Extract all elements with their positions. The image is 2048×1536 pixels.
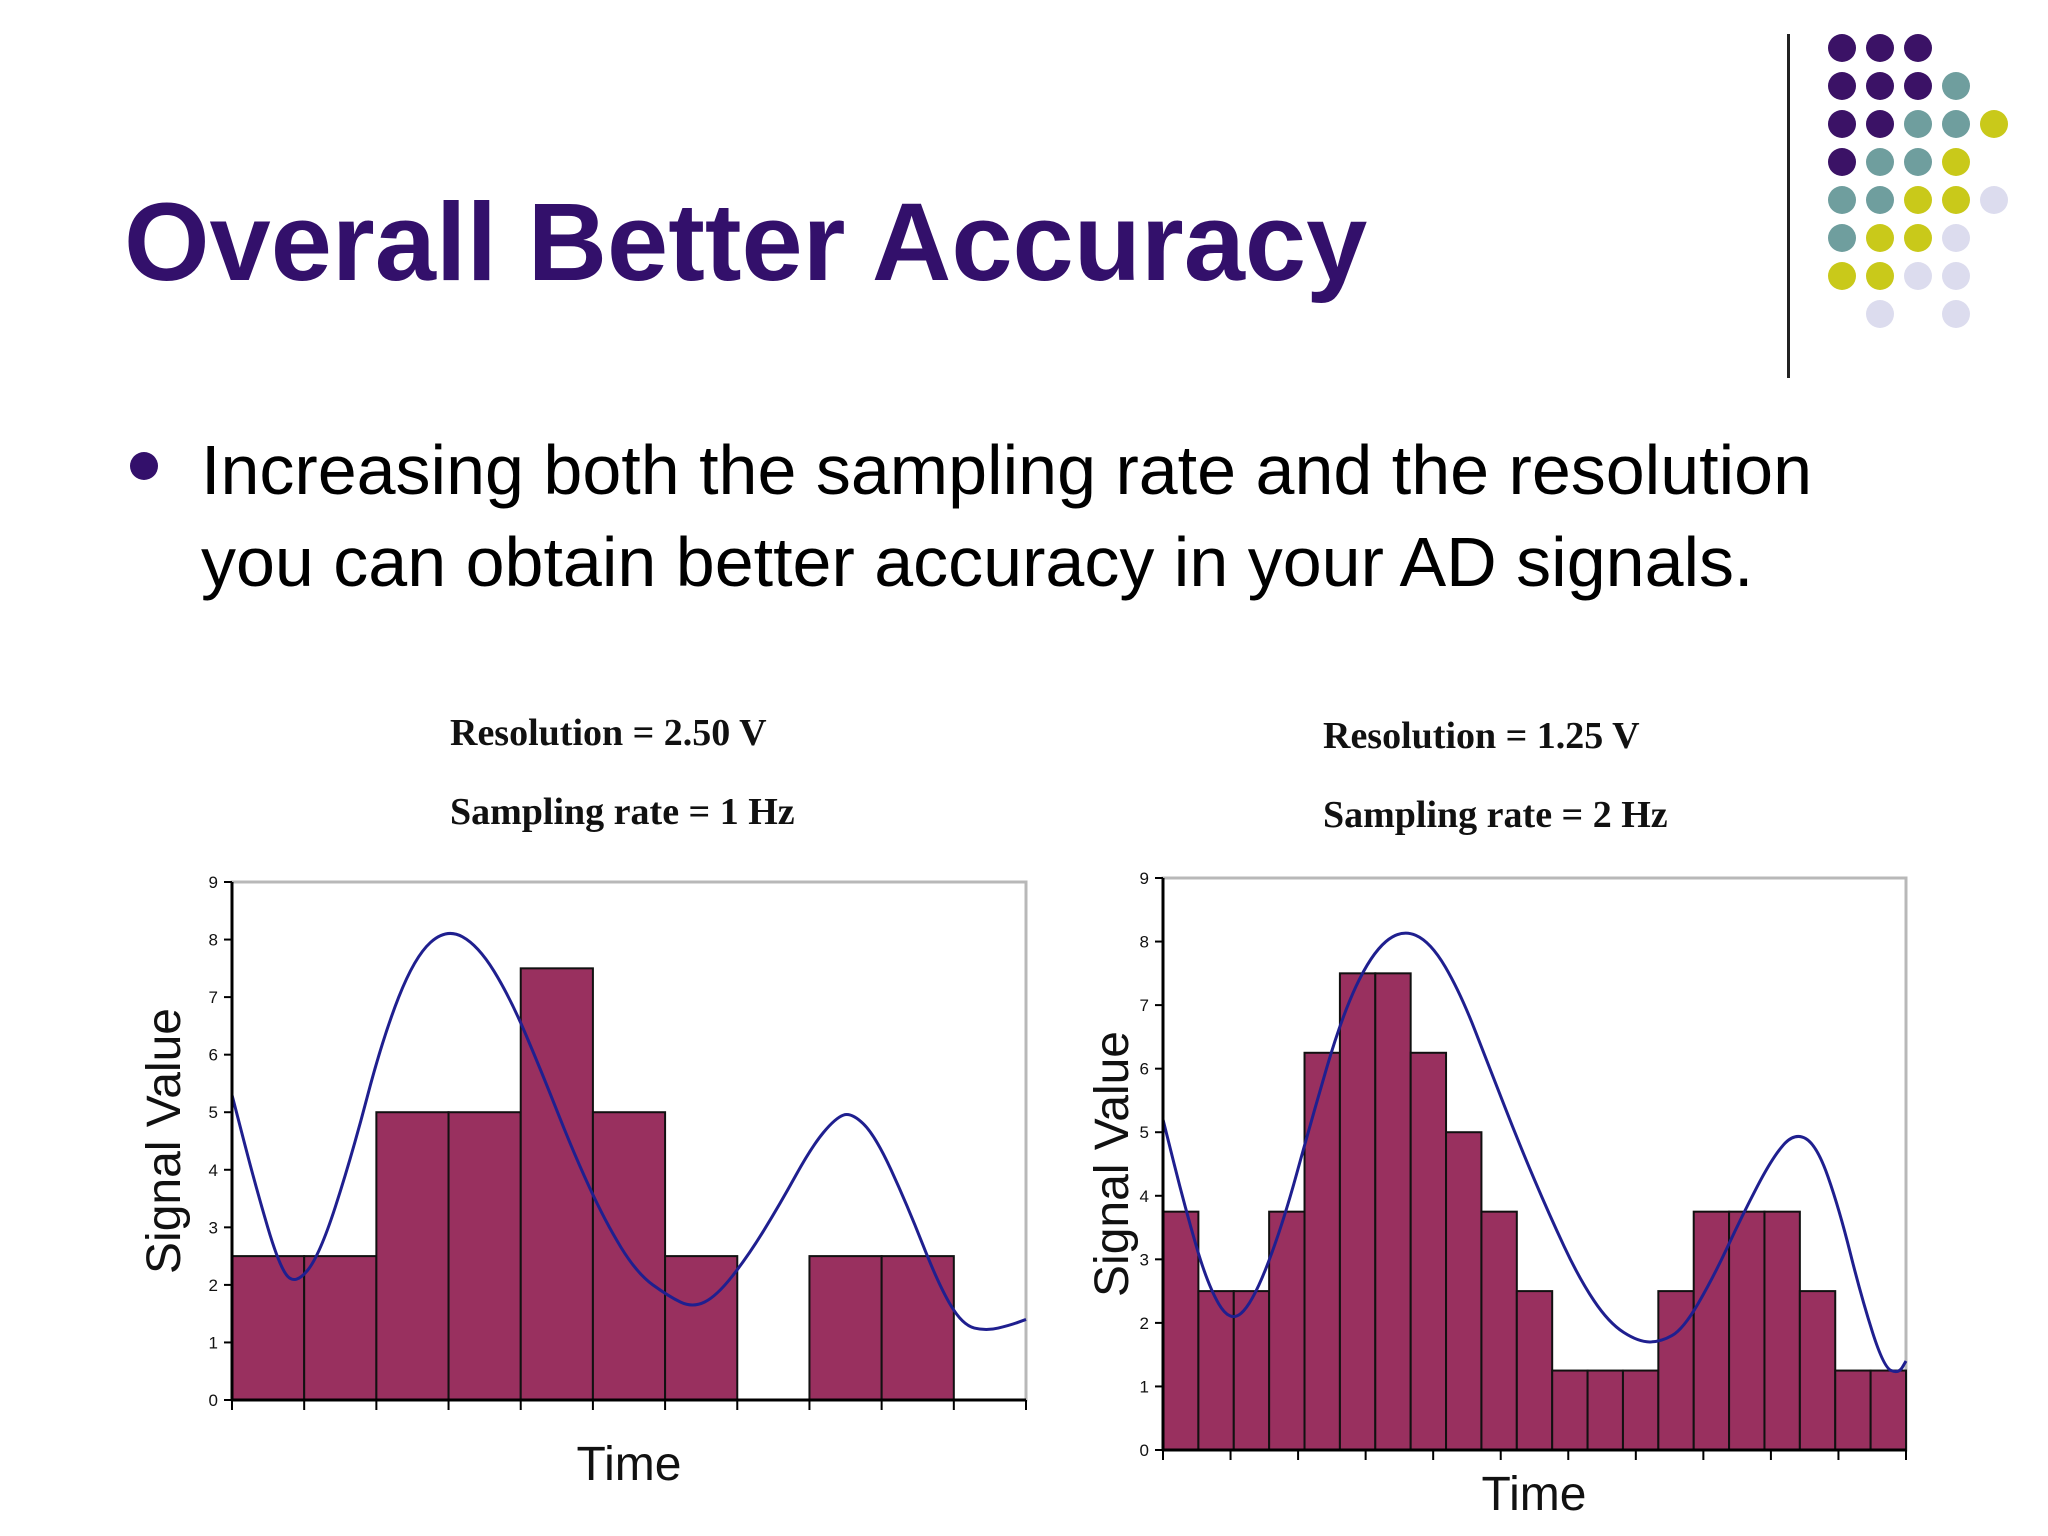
bar — [1303, 1051, 1341, 1452]
decorative-dot — [1942, 300, 1970, 328]
y-tick-label: 4 — [209, 1161, 218, 1180]
y-tick-label: 4 — [1140, 1187, 1149, 1206]
decorative-dot — [1866, 262, 1894, 290]
decorative-dot — [1866, 110, 1894, 138]
decorative-dot — [1942, 72, 1970, 100]
bar — [1480, 1210, 1518, 1451]
y-tick-label: 5 — [209, 1103, 218, 1122]
bar — [1338, 972, 1377, 1451]
bar — [1798, 1290, 1837, 1451]
y-tick-label: 5 — [1140, 1123, 1149, 1142]
bar — [1869, 1369, 1907, 1451]
x-axis-label: Time — [577, 1438, 682, 1491]
decorative-dot — [1828, 186, 1856, 214]
slide-title: Overall Better Accuracy — [124, 181, 1368, 304]
bar — [664, 1255, 739, 1401]
decorative-dot — [1828, 34, 1856, 62]
bar — [808, 1255, 883, 1401]
y-tick-label: 8 — [209, 931, 218, 950]
decorative-dot — [1904, 224, 1932, 252]
y-tick-label: 1 — [1140, 1377, 1149, 1396]
y-tick-label: 8 — [1140, 933, 1149, 952]
bar — [1374, 972, 1412, 1451]
bar — [1162, 1210, 1200, 1451]
bar — [1551, 1369, 1589, 1451]
bar — [231, 1255, 306, 1401]
decorative-dot — [1828, 72, 1856, 100]
bullet-text-line-2: you can obtain better accuracy in your A… — [201, 523, 1754, 601]
decorative-dot — [1980, 186, 2008, 214]
decorative-dot — [1904, 110, 1932, 138]
decorative-dot — [1904, 262, 1932, 290]
decorative-divider — [1787, 34, 1790, 378]
bar — [1728, 1210, 1766, 1451]
chart-caption-sampling-rate: Sampling rate = 2 Hz — [1323, 794, 1668, 836]
bar — [303, 1255, 378, 1401]
y-tick-label: 7 — [1140, 996, 1149, 1015]
y-tick-label: 6 — [1140, 1060, 1149, 1079]
signal-curve — [1161, 931, 1908, 1374]
y-tick-label: 2 — [1140, 1314, 1149, 1333]
bar — [1232, 1290, 1271, 1451]
bar — [1445, 1131, 1483, 1451]
decorative-dot — [1866, 72, 1894, 100]
decorative-dot — [1904, 34, 1932, 62]
bar — [1586, 1369, 1624, 1451]
decorative-dot — [1828, 262, 1856, 290]
decorative-dot — [1980, 110, 2008, 138]
decorative-dot — [1904, 186, 1932, 214]
bar — [591, 1111, 667, 1401]
decorative-dot — [1942, 186, 1970, 214]
decorative-dot — [1904, 72, 1932, 100]
decorative-dot — [1866, 186, 1894, 214]
bar — [447, 1111, 522, 1401]
y-tick-label: 6 — [209, 1046, 218, 1065]
decorative-dot — [1866, 148, 1894, 176]
signal-curve — [230, 931, 1027, 1331]
decorative-dot — [1828, 148, 1856, 176]
y-tick-label: 3 — [209, 1218, 218, 1237]
bar — [1409, 1051, 1448, 1452]
chart-caption-sampling-rate: Sampling rate = 1 Hz — [450, 791, 795, 833]
bar — [1834, 1369, 1872, 1451]
chart-caption-resolution: Resolution = 2.50 V — [450, 712, 767, 754]
y-tick-label: 7 — [209, 988, 218, 1007]
y-tick-label: 9 — [1140, 869, 1149, 888]
decorative-dot — [1942, 224, 1970, 252]
bar — [1657, 1290, 1695, 1451]
y-tick-label: 0 — [1140, 1441, 1149, 1460]
y-tick-label: 9 — [209, 873, 218, 892]
bullet-icon — [130, 452, 158, 480]
decorative-dot — [1828, 224, 1856, 252]
y-tick-label: 2 — [209, 1276, 218, 1295]
bar — [880, 1255, 955, 1401]
decorative-dot — [1904, 148, 1932, 176]
decorative-dot — [1866, 224, 1894, 252]
decorative-dot — [1866, 34, 1894, 62]
decorative-dot — [1942, 110, 1970, 138]
bar — [1692, 1210, 1731, 1451]
decorative-dot — [1866, 300, 1894, 328]
decorative-dot — [1828, 110, 1856, 138]
chart-caption-resolution: Resolution = 1.25 V — [1323, 715, 1640, 757]
decorative-dot — [1942, 262, 1970, 290]
bar — [1763, 1210, 1801, 1451]
bar — [519, 967, 594, 1401]
y-tick-label: 0 — [209, 1391, 218, 1410]
y-axis-label: Signal Value — [1086, 1031, 1139, 1297]
bar — [375, 1111, 450, 1401]
y-tick-label: 3 — [1140, 1250, 1149, 1269]
bar — [1515, 1290, 1554, 1451]
decorative-dot — [1942, 148, 1970, 176]
bar — [1621, 1369, 1660, 1451]
bullet-text-line-1: Increasing both the sampling rate and th… — [201, 431, 1813, 509]
bullet-text: Increasing both the sampling rate and th… — [201, 424, 1961, 608]
y-axis-label: Signal Value — [138, 1008, 191, 1274]
bar — [1268, 1210, 1306, 1451]
x-axis-label: Time — [1482, 1468, 1587, 1521]
y-tick-label: 1 — [209, 1333, 218, 1352]
